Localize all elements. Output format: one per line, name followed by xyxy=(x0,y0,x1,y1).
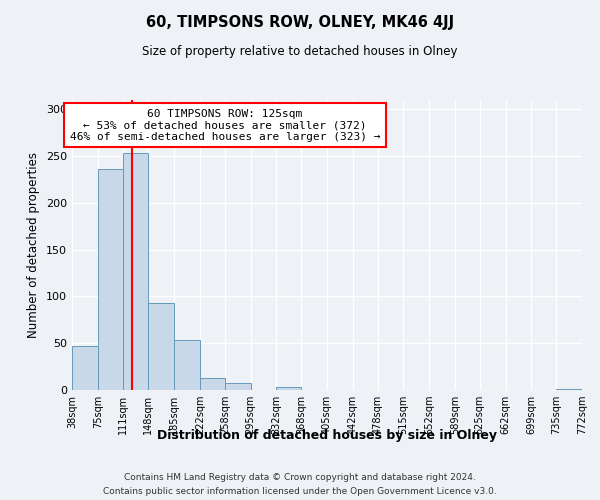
Text: 60 TIMPSONS ROW: 125sqm
← 53% of detached houses are smaller (372)
46% of semi-d: 60 TIMPSONS ROW: 125sqm ← 53% of detache… xyxy=(70,108,380,142)
Text: Contains HM Land Registry data © Crown copyright and database right 2024.: Contains HM Land Registry data © Crown c… xyxy=(124,473,476,482)
Text: Size of property relative to detached houses in Olney: Size of property relative to detached ho… xyxy=(142,45,458,58)
Bar xyxy=(200,378,225,390)
Bar xyxy=(556,389,582,390)
Y-axis label: Number of detached properties: Number of detached properties xyxy=(28,152,40,338)
Text: Distribution of detached houses by size in Olney: Distribution of detached houses by size … xyxy=(157,428,497,442)
Text: 60, TIMPSONS ROW, OLNEY, MK46 4JJ: 60, TIMPSONS ROW, OLNEY, MK46 4JJ xyxy=(146,15,454,30)
Bar xyxy=(174,340,200,390)
Bar xyxy=(276,387,301,390)
Text: Contains public sector information licensed under the Open Government Licence v3: Contains public sector information licen… xyxy=(103,486,497,496)
Bar xyxy=(72,346,98,390)
Bar xyxy=(123,154,148,390)
Bar xyxy=(225,382,251,390)
Bar xyxy=(98,169,123,390)
Bar xyxy=(148,303,174,390)
